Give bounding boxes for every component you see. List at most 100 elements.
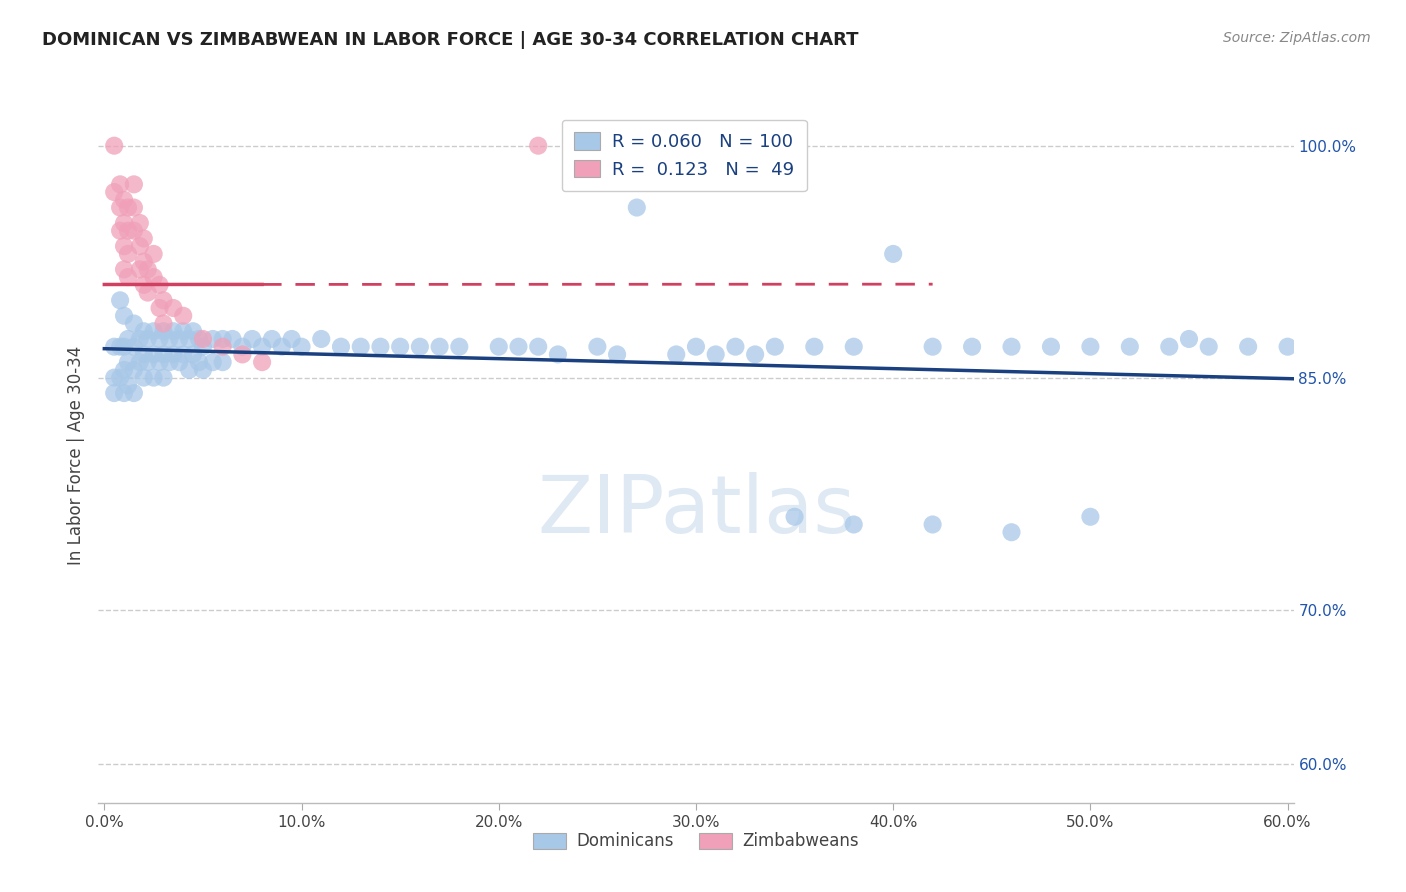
Point [960, 340, 983, 354]
Point [132, 231, 155, 245]
Point [132, 370, 155, 384]
Point [172, 309, 194, 323]
Point [112, 262, 135, 277]
Point [122, 386, 145, 401]
Point [148, 355, 170, 369]
Point [527, 138, 550, 153]
Point [128, 332, 150, 346]
Point [280, 332, 302, 346]
Point [117, 224, 139, 238]
Point [112, 386, 135, 401]
Point [921, 517, 943, 532]
Point [122, 201, 145, 215]
Point [1119, 340, 1142, 354]
Point [330, 340, 353, 354]
Point [270, 340, 292, 354]
Point [136, 262, 159, 277]
Point [148, 332, 170, 346]
Point [152, 317, 174, 331]
Point [108, 370, 131, 384]
Point [142, 324, 165, 338]
Point [162, 301, 184, 315]
Text: ZIPatlas: ZIPatlas [537, 472, 855, 549]
Point [117, 247, 139, 261]
Point [626, 201, 648, 215]
Point [103, 138, 125, 153]
Point [181, 324, 204, 338]
Point [201, 355, 224, 369]
Point [148, 301, 170, 315]
Point [112, 239, 135, 253]
Point [783, 509, 806, 524]
Point [152, 324, 174, 338]
Point [201, 332, 224, 346]
Point [136, 285, 159, 300]
Point [842, 340, 865, 354]
Point [290, 340, 312, 354]
Point [122, 178, 145, 192]
Point [191, 340, 214, 354]
Point [1080, 509, 1102, 524]
Point [172, 324, 194, 338]
Point [152, 293, 174, 308]
Legend: Dominicans, Zimbabweans: Dominicans, Zimbabweans [526, 826, 866, 857]
Point [1237, 340, 1260, 354]
Point [103, 185, 125, 199]
Point [108, 340, 131, 354]
Point [1039, 340, 1062, 354]
Point [231, 347, 253, 361]
Point [921, 340, 943, 354]
Point [117, 332, 139, 346]
Point [128, 355, 150, 369]
Point [128, 262, 150, 277]
Point [108, 293, 131, 308]
Point [803, 340, 825, 354]
Y-axis label: In Labor Force | Age 30-34: In Labor Force | Age 30-34 [66, 345, 84, 565]
Point [103, 865, 125, 880]
Point [108, 178, 131, 192]
Point [191, 363, 214, 377]
Point [142, 270, 165, 285]
Point [231, 340, 253, 354]
Point [586, 340, 609, 354]
Point [309, 332, 332, 346]
Point [724, 340, 747, 354]
Point [626, 138, 648, 153]
Point [108, 224, 131, 238]
Point [162, 324, 184, 338]
Point [179, 363, 201, 377]
Point [211, 340, 233, 354]
Point [132, 324, 155, 338]
Point [547, 347, 569, 361]
Point [409, 340, 432, 354]
Point [665, 347, 688, 361]
Point [1277, 340, 1299, 354]
Point [508, 340, 530, 354]
Point [250, 340, 273, 354]
Point [181, 347, 204, 361]
Point [1080, 340, 1102, 354]
Point [117, 270, 139, 285]
Point [527, 340, 550, 354]
Point [449, 340, 471, 354]
Point [169, 332, 191, 346]
Point [704, 347, 727, 361]
Point [108, 201, 131, 215]
Point [1000, 525, 1022, 540]
Point [112, 193, 135, 207]
Point [211, 332, 233, 346]
Point [152, 347, 174, 361]
Point [122, 317, 145, 331]
Point [1159, 340, 1181, 354]
Point [148, 277, 170, 292]
Point [606, 347, 628, 361]
Point [112, 363, 135, 377]
Point [157, 332, 180, 346]
Point [260, 332, 283, 346]
Point [117, 201, 139, 215]
Point [152, 370, 174, 384]
Point [370, 340, 392, 354]
Point [221, 332, 243, 346]
Point [882, 247, 904, 261]
Text: Source: ZipAtlas.com: Source: ZipAtlas.com [1223, 31, 1371, 45]
